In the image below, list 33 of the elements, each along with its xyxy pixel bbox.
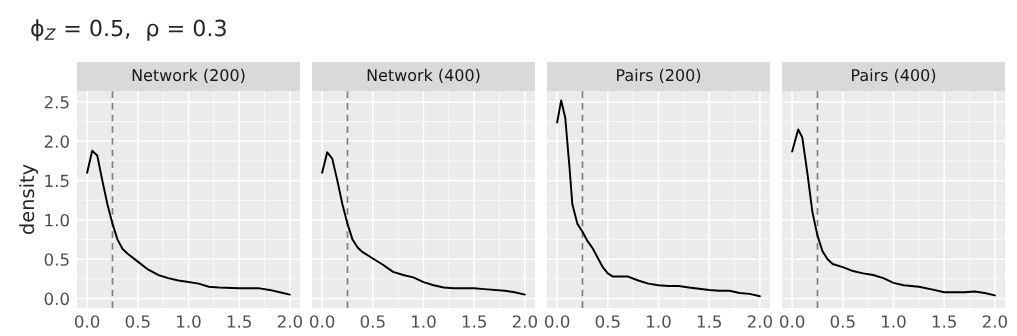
x-tick-label: 1.5 xyxy=(697,315,721,328)
x-tick-label: 2.0 xyxy=(512,315,538,328)
x-tick-label: 0.5 xyxy=(360,315,385,328)
x-tick-label: 2.0 xyxy=(982,315,1008,328)
x-tick-label: 0.0 xyxy=(544,315,570,328)
x-tick-label: 0.0 xyxy=(74,315,100,328)
chart-title: Pairs (200) xyxy=(617,68,701,84)
y-tick-label: 2.0 xyxy=(44,135,69,148)
x-tick-label: 0.5 xyxy=(830,315,855,328)
y-tick-label: 2.5 xyxy=(44,95,69,109)
x-tick-label: 0.0 xyxy=(779,315,805,328)
x-tick-label: 1.5 xyxy=(932,315,956,328)
x-tick-label: 1.0 xyxy=(412,315,436,328)
x-tick-label: 1.0 xyxy=(647,315,671,328)
y-tick-label: 1.0 xyxy=(45,213,69,227)
chart-title: Network (200) xyxy=(132,68,245,84)
x-tick-label: 0.0 xyxy=(309,315,335,328)
y-tick-label: 1.5 xyxy=(45,174,69,188)
x-tick-label: 2.0 xyxy=(277,315,303,328)
x-tick-label: 1.0 xyxy=(882,315,906,328)
chart-title: Pairs (400) xyxy=(852,68,936,84)
y-tick-label: 0.0 xyxy=(44,292,69,306)
x-tick-label: 1.5 xyxy=(227,315,251,328)
y-tick-label: 0.5 xyxy=(44,253,69,266)
x-tick-label: 1.0 xyxy=(177,315,201,328)
chart-title: Network (400) xyxy=(367,68,480,84)
line-series xyxy=(86,149,291,296)
y-axis-title: density xyxy=(19,164,38,235)
x-tick-label: 1.5 xyxy=(462,315,486,328)
x-tick-label: 0.5 xyxy=(125,315,150,328)
x-tick-label: 0.5 xyxy=(595,315,620,328)
text: ϕ$_{Z}$ = 0.5, ρ = 0.3 xyxy=(31,19,226,41)
x-tick-label: 2.0 xyxy=(747,315,773,328)
